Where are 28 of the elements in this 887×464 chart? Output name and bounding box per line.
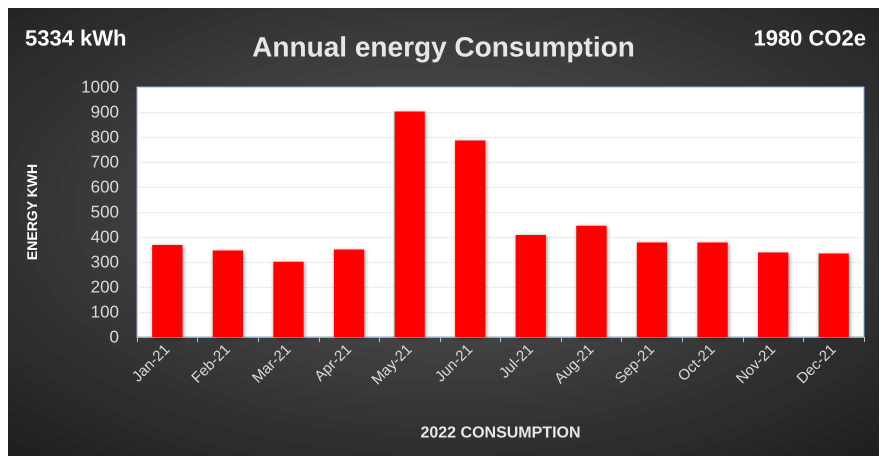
text: 1980 CO2e [753,26,866,50]
bar [455,140,486,337]
bar [697,242,728,337]
y-tick-label: 200 [90,278,119,296]
y-tick-label: 500 [90,202,119,222]
bar [758,252,788,337]
y-tick-label: 400 [90,228,119,246]
bar [818,254,849,337]
y-tick-label: 900 [90,102,119,122]
bar [516,235,546,337]
y-tick-label: 0 [110,328,119,346]
y-tick-label: 300 [90,252,119,272]
bar [152,245,182,337]
bar [212,250,244,337]
bar [273,262,304,337]
x-axis-title: 2022 CONSUMPTION [420,424,581,442]
y-tick-label: 100 [90,302,119,322]
y-tick-label: 1000 [81,78,119,96]
y-axis-title: ENERGY KWH [24,164,40,260]
y-tick-label: 700 [90,152,119,172]
chart-title: Annual energy Consumption [252,32,635,62]
y-tick-label: 800 [90,128,119,146]
bar [394,112,425,337]
y-tick-label: 600 [90,178,119,196]
bar [636,242,668,337]
text: 5334 kWh [25,26,126,50]
bar [576,226,607,337]
bar [334,250,364,337]
